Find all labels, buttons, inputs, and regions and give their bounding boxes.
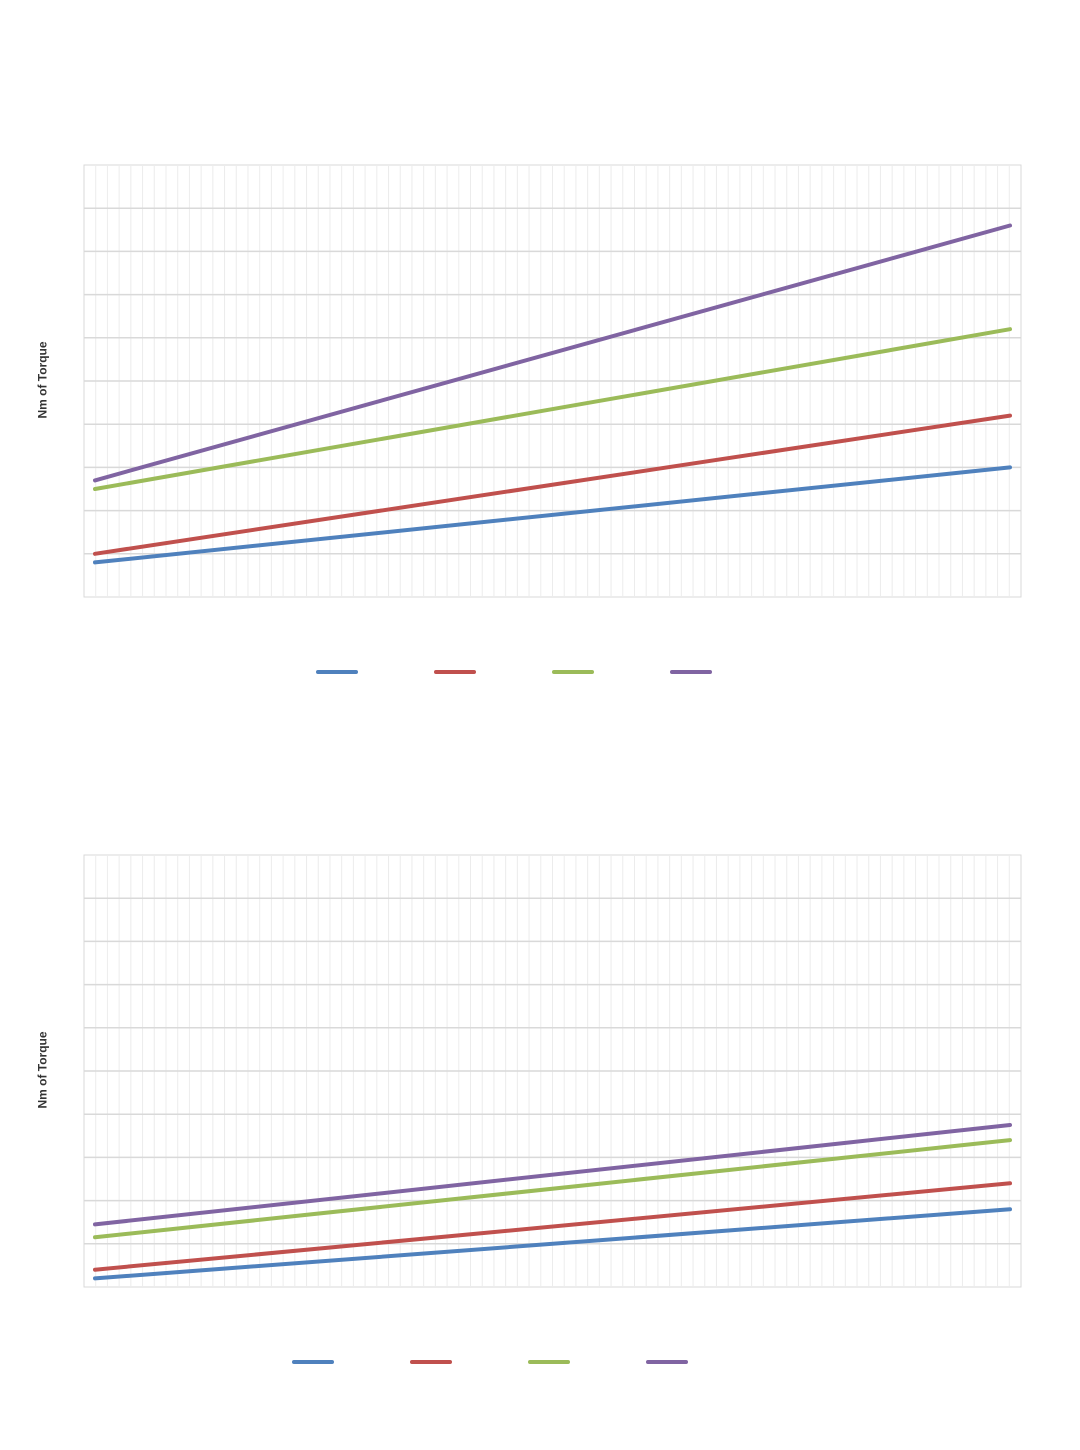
series-line-4 bbox=[93, 223, 1012, 483]
series-line-2 bbox=[93, 413, 1012, 556]
y-axis-label: Nm of Torque bbox=[36, 341, 51, 419]
legend-swatch bbox=[292, 1360, 334, 1364]
series-line-1 bbox=[93, 465, 1012, 565]
legend-swatch bbox=[316, 670, 358, 674]
legend-swatch bbox=[552, 670, 594, 674]
series-line-2 bbox=[93, 1181, 1012, 1272]
legend-item bbox=[552, 670, 594, 674]
legend-item bbox=[646, 1360, 688, 1364]
series-line-3 bbox=[93, 1138, 1012, 1240]
legend bbox=[292, 1360, 688, 1364]
legend-swatch bbox=[670, 670, 712, 674]
torque-chart-2: Nm of Torque bbox=[0, 830, 1080, 1450]
legend-swatch bbox=[434, 670, 476, 674]
y-axis-label-wrap: Nm of Torque bbox=[36, 855, 50, 1285]
y-axis-label-wrap: Nm of Torque bbox=[36, 165, 50, 595]
legend-item bbox=[410, 1360, 452, 1364]
legend-swatch bbox=[646, 1360, 688, 1364]
torque-chart-1: Nm of Torque bbox=[0, 140, 1080, 760]
series-line-1 bbox=[93, 1207, 1012, 1281]
legend-swatch bbox=[410, 1360, 452, 1364]
legend-swatch bbox=[528, 1360, 570, 1364]
legend-item bbox=[670, 670, 712, 674]
plot-area bbox=[83, 854, 1022, 1288]
legend-item bbox=[434, 670, 476, 674]
legend-item bbox=[316, 670, 358, 674]
series-line-4 bbox=[93, 1123, 1012, 1227]
plot-area bbox=[83, 164, 1022, 598]
series-line-3 bbox=[93, 327, 1012, 491]
legend-item bbox=[528, 1360, 570, 1364]
legend-item bbox=[292, 1360, 334, 1364]
legend bbox=[316, 670, 712, 674]
y-axis-label: Nm of Torque bbox=[36, 1031, 51, 1109]
